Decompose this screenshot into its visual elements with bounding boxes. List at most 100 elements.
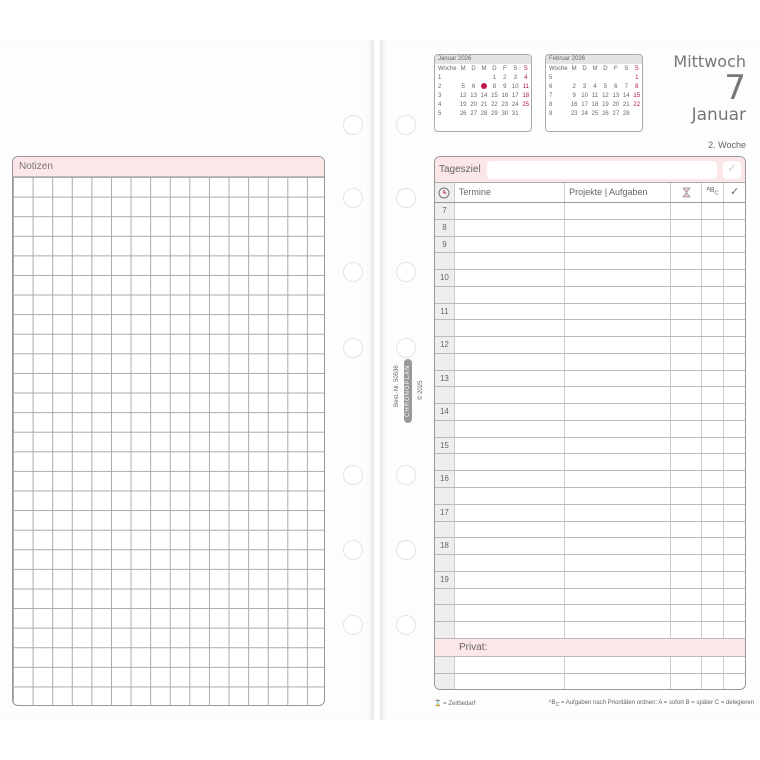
duration-cell[interactable] xyxy=(671,538,703,555)
appointment-cell[interactable] xyxy=(455,504,566,521)
calendar-cell[interactable]: S xyxy=(634,65,639,72)
calendar-cell[interactable]: 18 xyxy=(522,92,530,99)
task-cell[interactable] xyxy=(565,387,672,404)
calendar-cell[interactable]: 14 xyxy=(622,92,630,99)
appointment-cell[interactable] xyxy=(455,605,566,622)
appointment-cell[interactable] xyxy=(455,203,566,219)
done-cell[interactable] xyxy=(724,371,745,387)
task-cell[interactable] xyxy=(565,571,672,588)
done-cell[interactable] xyxy=(724,605,745,621)
priority-cell[interactable] xyxy=(702,387,725,404)
daily-goal-check[interactable]: ✓ xyxy=(723,160,741,179)
done-cell[interactable] xyxy=(724,421,745,437)
calendar-cell[interactable]: 4 xyxy=(593,83,597,90)
done-cell[interactable] xyxy=(724,220,745,236)
daily-goal-input[interactable] xyxy=(486,160,717,179)
appointment-cell[interactable] xyxy=(455,437,566,454)
duration-cell[interactable] xyxy=(671,337,703,353)
calendar-cell[interactable]: 22 xyxy=(633,101,641,108)
duration-cell[interactable] xyxy=(671,420,703,437)
duration-cell[interactable] xyxy=(671,303,703,320)
appointment-cell[interactable] xyxy=(455,253,566,270)
appointment-cell[interactable] xyxy=(455,538,566,555)
duration-cell[interactable] xyxy=(671,236,703,253)
calendar-cell[interactable]: 10 xyxy=(581,92,588,99)
done-cell[interactable] xyxy=(724,471,745,487)
task-cell[interactable] xyxy=(565,303,672,320)
priority-cell[interactable] xyxy=(702,353,725,370)
priority-cell[interactable] xyxy=(702,370,725,387)
done-cell[interactable] xyxy=(724,387,745,403)
calendar-cell[interactable]: 26 xyxy=(459,110,467,117)
calendar-cell[interactable]: 12 xyxy=(602,92,609,99)
done-cell[interactable] xyxy=(724,522,745,538)
done-cell[interactable] xyxy=(724,287,745,303)
calendar-cell[interactable]: 29 xyxy=(491,110,498,117)
done-cell[interactable] xyxy=(724,657,745,673)
appointment-cell[interactable] xyxy=(455,353,566,370)
task-cell[interactable] xyxy=(565,538,672,555)
appointment-cell[interactable] xyxy=(455,337,566,353)
duration-cell[interactable] xyxy=(671,454,703,471)
duration-cell[interactable] xyxy=(671,521,703,538)
task-cell[interactable] xyxy=(565,404,672,420)
appointment-cell[interactable] xyxy=(455,270,566,286)
calendar-cell[interactable]: 6 xyxy=(614,83,618,90)
task-cell[interactable] xyxy=(565,253,672,270)
appointment-cell[interactable] xyxy=(455,370,566,387)
duration-cell[interactable] xyxy=(671,286,703,303)
done-cell[interactable] xyxy=(724,488,745,504)
calendar-cell[interactable]: 10 xyxy=(511,83,519,90)
calendar-cell[interactable]: M xyxy=(592,65,598,72)
priority-cell[interactable] xyxy=(702,286,725,303)
appointment-cell[interactable] xyxy=(455,622,566,638)
calendar-cell[interactable]: 16 xyxy=(501,92,509,99)
calendar-cell[interactable]: 11 xyxy=(522,83,529,90)
duration-cell[interactable] xyxy=(671,253,703,270)
done-cell[interactable] xyxy=(724,555,745,571)
selected-day-marker[interactable] xyxy=(481,82,487,89)
calendar-cell[interactable]: 28 xyxy=(622,110,630,117)
calendar-cell[interactable]: 24 xyxy=(511,101,519,108)
appointment-cell[interactable] xyxy=(455,320,566,337)
done-cell[interactable] xyxy=(724,572,745,588)
calendar-cell[interactable]: 27 xyxy=(612,110,620,117)
priority-cell[interactable] xyxy=(702,571,725,588)
calendar-cell[interactable]: S xyxy=(523,65,528,72)
done-cell[interactable] xyxy=(724,454,745,470)
duration-cell[interactable] xyxy=(671,370,703,387)
appointment-cell[interactable] xyxy=(455,673,566,689)
task-cell[interactable] xyxy=(565,521,672,538)
calendar-cell[interactable]: 23 xyxy=(501,101,509,108)
task-cell[interactable] xyxy=(565,270,672,286)
calendar-cell[interactable]: 20 xyxy=(612,101,620,108)
duration-cell[interactable] xyxy=(671,605,703,622)
priority-cell[interactable] xyxy=(702,673,725,689)
done-cell[interactable] xyxy=(724,589,745,605)
calendar-cell[interactable]: M xyxy=(481,65,487,72)
calendar-cell[interactable]: 1 xyxy=(635,74,639,81)
calendar-cell[interactable]: S xyxy=(513,65,518,72)
appointment-cell[interactable] xyxy=(455,387,566,404)
task-cell[interactable] xyxy=(565,353,672,370)
task-cell[interactable] xyxy=(565,656,672,673)
calendar-cell[interactable]: 9 xyxy=(503,83,507,90)
duration-cell[interactable] xyxy=(671,571,703,588)
task-cell[interactable] xyxy=(565,471,672,488)
appointment-cell[interactable] xyxy=(455,404,566,420)
calendar-cell[interactable]: 22 xyxy=(491,101,498,108)
task-cell[interactable] xyxy=(565,488,672,504)
duration-cell[interactable] xyxy=(671,353,703,370)
priority-cell[interactable] xyxy=(702,471,725,488)
appointment-cell[interactable] xyxy=(455,303,566,320)
duration-cell[interactable] xyxy=(671,219,703,236)
calendar-cell[interactable]: D xyxy=(582,65,587,72)
calendar-cell[interactable]: D xyxy=(471,65,476,72)
appointment-cell[interactable] xyxy=(455,420,566,437)
calendar-cell[interactable]: 8 xyxy=(492,83,497,90)
calendar-cell[interactable]: F xyxy=(614,65,618,72)
priority-cell[interactable] xyxy=(702,656,725,673)
task-cell[interactable] xyxy=(565,420,672,437)
priority-cell[interactable] xyxy=(702,203,725,219)
appointment-cell[interactable] xyxy=(455,588,566,605)
